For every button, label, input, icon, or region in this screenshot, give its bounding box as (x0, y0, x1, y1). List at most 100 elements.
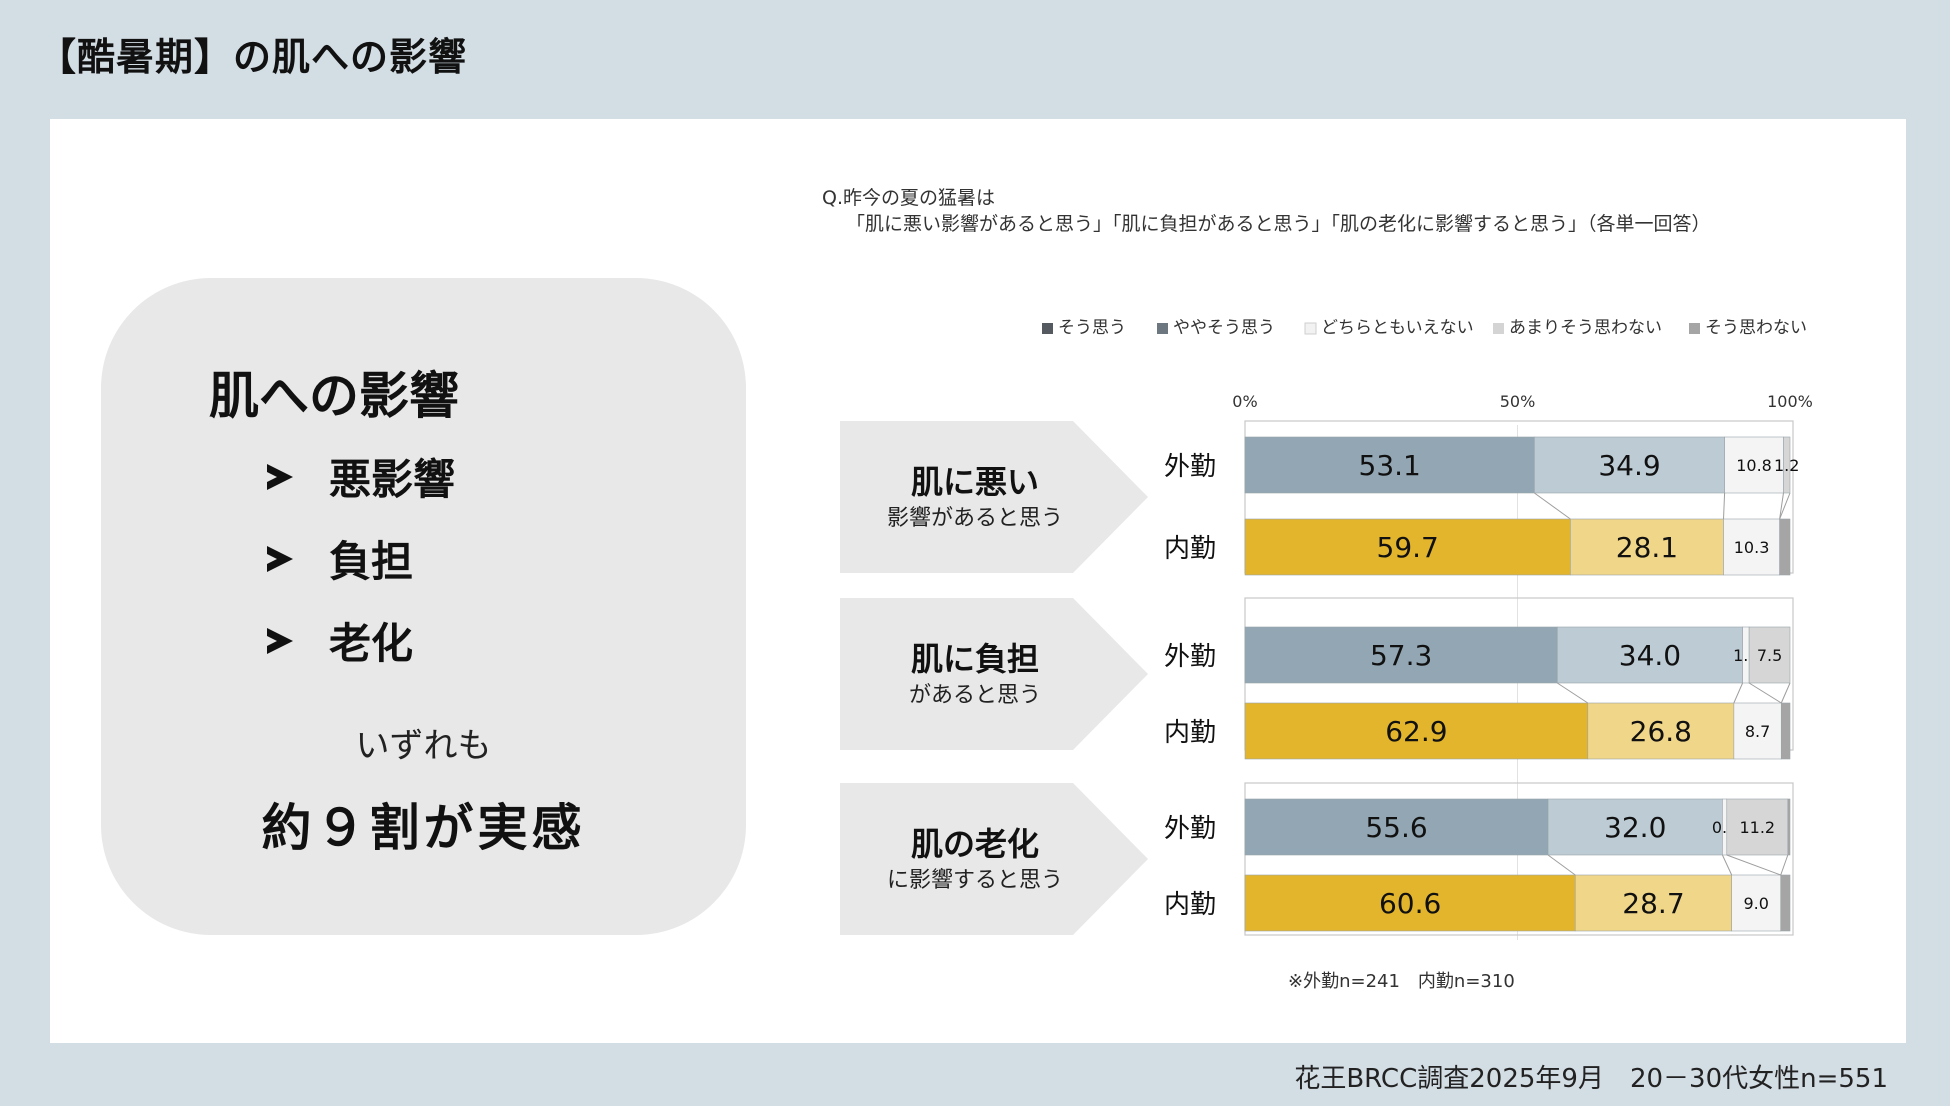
legend-swatch-3 (1493, 323, 1504, 334)
bar-segment (1244, 518, 1571, 576)
bar-segment (1570, 518, 1724, 576)
data-label: 28.7 (1622, 887, 1684, 920)
data-label: 34.9 (1598, 449, 1660, 482)
bar-segment (1780, 874, 1791, 932)
legend-swatch-2 (1304, 322, 1317, 335)
bar-segment (1731, 874, 1782, 932)
summary-conclusion: 約９割が実感 (261, 799, 586, 857)
legend-label-2: どちらともいえない (1321, 318, 1474, 338)
legend-label-4: そう思わない (1705, 318, 1807, 338)
bar-segment (1726, 798, 1789, 856)
data-label: 57.3 (1370, 639, 1432, 672)
question-text: Q.昨今の夏の猛暑は 「肌に悪い影響があると思う」「肌に負担があると思う」「肌の… (822, 185, 1711, 237)
bar-segment (1574, 874, 1732, 932)
group-label: 外勤 (1164, 814, 1216, 844)
series-connector-line (1534, 492, 1571, 520)
bar-segment (1244, 702, 1589, 760)
arrow-bullet-icon (267, 463, 293, 490)
bar-segment (1733, 702, 1782, 760)
summary-heading: 肌への影響 (209, 367, 459, 425)
bar-segment (1783, 436, 1791, 494)
survey-source: 花王BRCC調査2025年9月 20－30代女性n=551 (1294, 1064, 1888, 1094)
summary-item-bad-influence: 悪影響 (267, 446, 455, 507)
data-label: 59.7 (1377, 531, 1439, 564)
group-label: 外勤 (1164, 642, 1216, 672)
series-connector-line (1748, 682, 1782, 704)
bar-segment (1780, 702, 1791, 760)
legend-label-1: ややそう思う (1173, 318, 1275, 338)
page-title: 【酷暑期】の肌への影響 (38, 35, 468, 79)
summary-item-aging: 老化 (267, 610, 413, 671)
legend-label-3: あまりそう思わない (1509, 318, 1662, 338)
category-arrow-shape (840, 421, 1148, 573)
data-label: 7.5 (1757, 646, 1782, 665)
legend-swatch-4 (1689, 323, 1700, 334)
bar-segment (1787, 798, 1791, 856)
bar-segment (1244, 626, 1558, 684)
category-frame-2 (1244, 782, 1794, 936)
data-label: 8.7 (1745, 722, 1770, 741)
bar-segment (1244, 874, 1576, 932)
data-label: 34.0 (1619, 639, 1681, 672)
x-tick-label: 100% (1767, 392, 1813, 411)
data-label: 9.0 (1743, 894, 1768, 913)
sample-size-footnote: ※外勤n=241 内勤n=310 (1288, 971, 1515, 992)
bar-segment (1534, 436, 1725, 494)
data-label: 60.6 (1379, 887, 1441, 920)
data-label: 55.6 (1365, 811, 1427, 844)
summary-subtext: いずれも (355, 726, 492, 766)
group-label: 内勤 (1164, 534, 1216, 564)
category-label-sub: があると思う (909, 683, 1041, 708)
legend-label-0: そう思う (1058, 318, 1126, 338)
category-arrow-shape (840, 783, 1148, 935)
bar-segment (1723, 518, 1780, 576)
series-connector-line (1723, 492, 1726, 520)
series-connector-line (1557, 682, 1589, 704)
data-label: 1.2 (1774, 456, 1799, 475)
summary-item-burden: 負担 (267, 528, 413, 589)
category-arrow-shape (840, 598, 1148, 750)
data-label: 53.1 (1359, 449, 1421, 482)
category-label-sub: 影響があると思う (887, 506, 1063, 531)
data-label: 10.3 (1734, 538, 1770, 557)
category-label-main: 肌に悪い (911, 463, 1039, 501)
bar-segment (1244, 436, 1535, 494)
summary-item-label: 負担 (329, 537, 414, 586)
data-label: 10.8 (1736, 456, 1772, 475)
arrow-bullet-icon (267, 545, 293, 572)
series-connector-line (1779, 492, 1791, 520)
series-connector-line (1726, 854, 1781, 876)
group-label: 内勤 (1164, 718, 1216, 748)
bar-segment (1748, 626, 1791, 684)
bar-segment (1244, 798, 1549, 856)
group-label: 内勤 (1164, 890, 1216, 920)
bar-segment (1547, 798, 1723, 856)
data-label: 11.2 (1739, 818, 1775, 837)
data-label: 62.9 (1385, 715, 1447, 748)
legend-swatch-0 (1042, 323, 1053, 334)
series-connector-line (1547, 854, 1576, 876)
summary-box: 肌への影響 悪影響 負担 老化 いずれも 約９割が実感 (101, 278, 746, 935)
series-connector-line (1780, 682, 1791, 704)
bar-segment (1724, 436, 1784, 494)
series-connector-line (1779, 492, 1784, 520)
data-label: 28.1 (1616, 531, 1678, 564)
category-label-sub: に影響すると思う (887, 868, 1063, 893)
series-connector-line (1721, 854, 1733, 876)
group-label: 外勤 (1164, 452, 1216, 482)
x-tick-label: 50% (1500, 392, 1536, 411)
data-label: 26.8 (1630, 715, 1692, 748)
x-tick-label: 0% (1232, 392, 1257, 411)
bar-segment (1587, 702, 1735, 760)
bar-segment (1779, 518, 1791, 576)
series-connector-line (1780, 854, 1789, 876)
legend-swatch-1 (1157, 323, 1168, 334)
summary-item-label: 悪影響 (329, 455, 456, 504)
series-connector-line (1733, 682, 1744, 704)
question-line-1: Q.昨今の夏の猛暑は (822, 187, 995, 209)
summary-item-label: 老化 (329, 619, 414, 668)
bar-segment (1556, 626, 1743, 684)
category-label-main: 肌の老化 (911, 825, 1039, 863)
question-line-2: 「肌に悪い影響があると思う」「肌に負担があると思う」「肌の老化に影響すると思う」… (846, 213, 1711, 235)
